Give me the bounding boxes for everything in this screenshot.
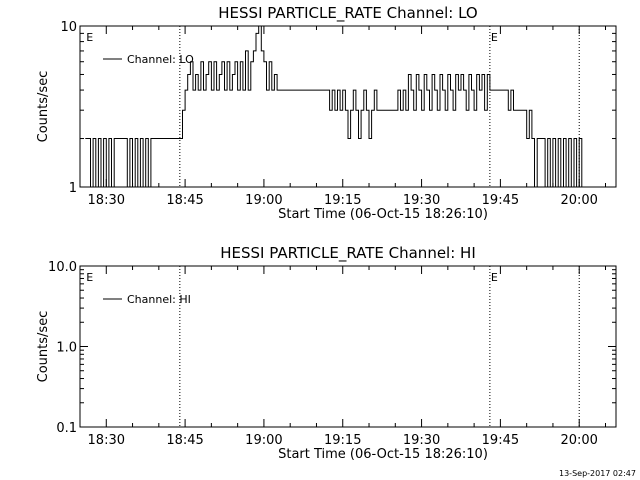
x-tick-label: 19:15 — [324, 193, 361, 208]
x-tick-label: 19:00 — [245, 433, 282, 448]
chart-title: HESSI PARTICLE_RATE Channel: HI — [220, 244, 476, 263]
plot-frame — [79, 265, 617, 428]
x-tick-label: 19:30 — [403, 433, 440, 448]
y-tick-label: 1.0 — [56, 341, 77, 356]
event-marker: E — [491, 31, 498, 44]
y-tick-label: 0.1 — [56, 421, 77, 436]
y-axis-label: Counts/sec — [36, 311, 51, 383]
x-tick-label: 19:00 — [245, 193, 282, 208]
x-tick-label: 19:45 — [482, 193, 519, 208]
lo-channel-panel: HESSI PARTICLE_RATE Channel: LO 18:30 18:4… — [36, 4, 617, 222]
legend-label: Channel: HI — [127, 293, 191, 306]
x-tick-label: 19:15 — [324, 433, 361, 448]
plot-frame — [79, 25, 617, 188]
event-marker: E — [491, 271, 498, 284]
x-axis-label: Start Time (06-Oct-15 18:26:10) — [278, 207, 488, 222]
x-tick-label: 20:00 — [560, 433, 597, 448]
hi-channel-panel: HESSI PARTICLE_RATE Channel: HI 18:30 18:4… — [36, 244, 617, 462]
x-tick-label: 19:45 — [482, 433, 519, 448]
legend-label: Channel: LO — [127, 53, 194, 66]
y-tick-label: 1 — [69, 181, 77, 196]
event-marker: E — [86, 271, 93, 284]
y-tick-label: 10.0 — [48, 260, 77, 275]
event-marker: E — [86, 31, 93, 44]
x-axis-label: Start Time (06-Oct-15 18:26:10) — [278, 447, 488, 462]
series-line-0 — [85, 25, 584, 188]
timestamp: 13-Sep-2017 02:47 — [559, 469, 636, 478]
chart-title: HESSI PARTICLE_RATE Channel: LO — [218, 4, 477, 23]
x-tick-label: 18:45 — [166, 433, 203, 448]
y-tick-label: 10 — [60, 20, 77, 35]
x-tick-label: 18:30 — [88, 433, 125, 448]
x-tick-label: 18:45 — [166, 193, 203, 208]
x-tick-label: 18:30 — [88, 193, 125, 208]
x-tick-label: 20:00 — [560, 193, 597, 208]
x-tick-label: 19:30 — [403, 193, 440, 208]
y-axis-label: Counts/sec — [36, 71, 51, 143]
